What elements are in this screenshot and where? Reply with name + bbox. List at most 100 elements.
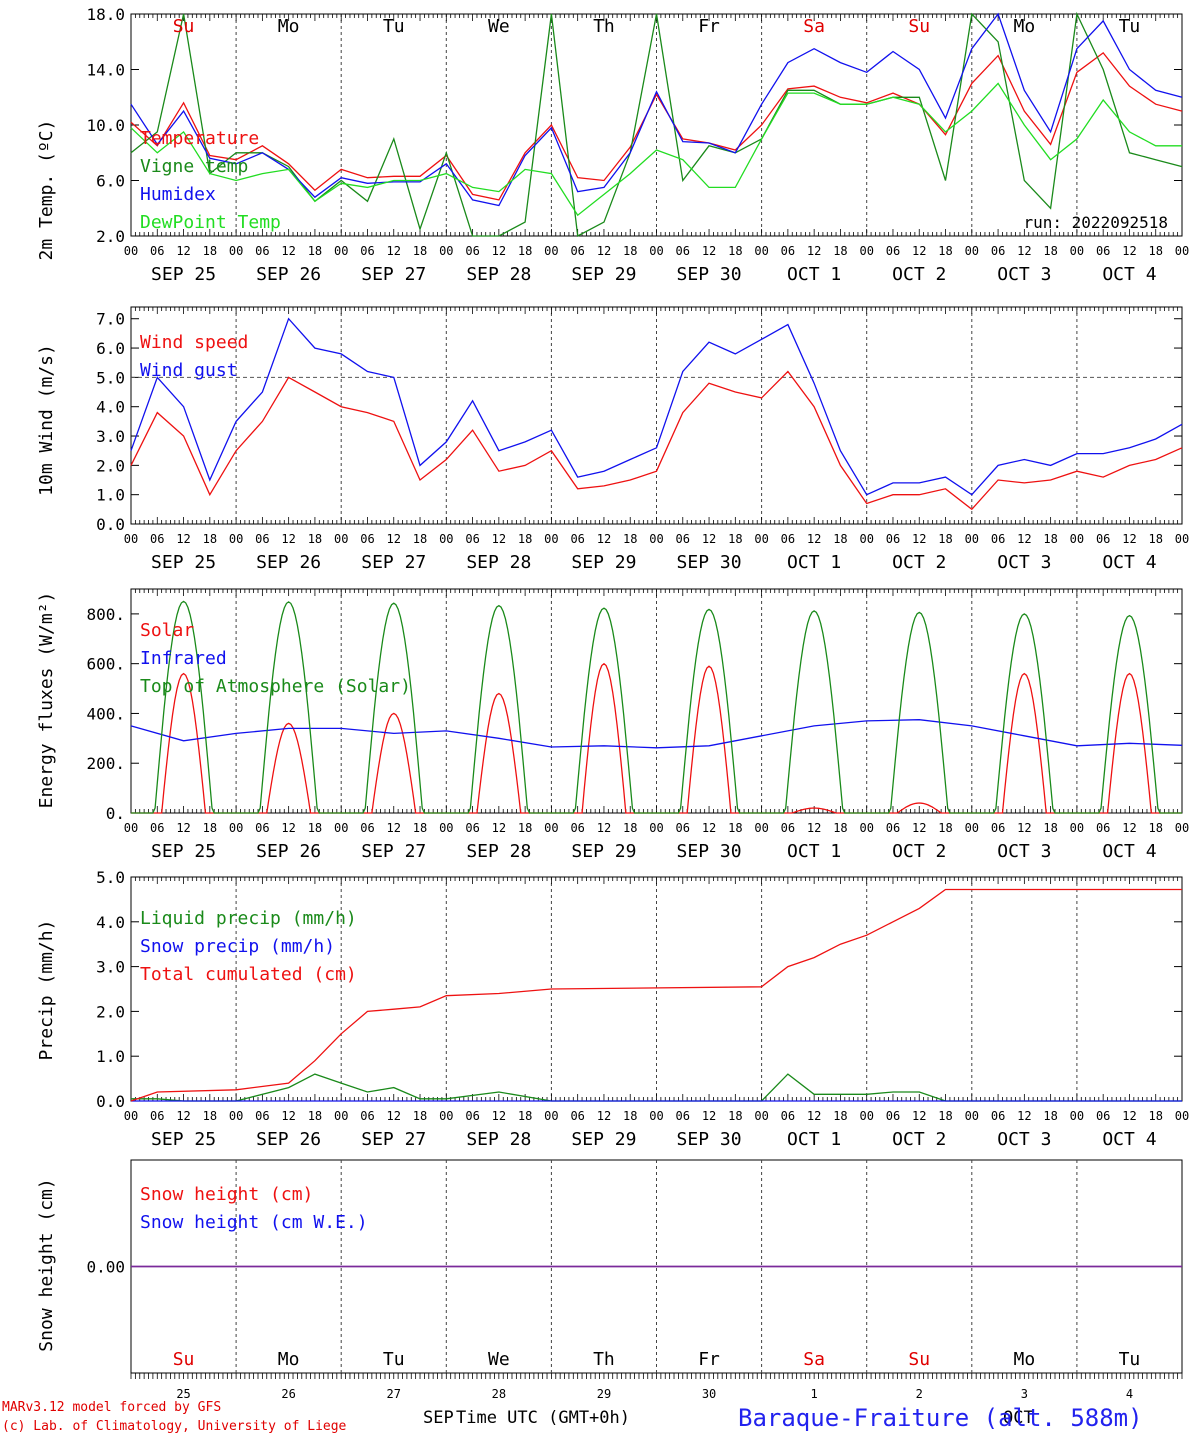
y-tick-label: 4.0	[96, 913, 125, 932]
x-hour-label: 12	[702, 244, 716, 258]
x-hour-label: 12	[281, 821, 295, 835]
legend-entry: Wind speed	[140, 332, 248, 353]
x-hour-label: 06	[676, 244, 690, 258]
x-hour-label: 12	[492, 532, 506, 546]
x-hour-label: 12	[492, 1109, 506, 1123]
x-hour-label: 00	[649, 532, 663, 546]
x-hour-label: 06	[676, 1109, 690, 1123]
x-hour-label: 12	[912, 821, 926, 835]
x-hour-label: 12	[387, 244, 401, 258]
x-date-label: SEP 29	[571, 552, 636, 573]
x-hour-label: 18	[518, 244, 532, 258]
x-date-label: SEP 29	[571, 1129, 636, 1150]
series-temperature	[130, 52, 1183, 201]
x-hour-label: 12	[702, 1109, 716, 1123]
x-date-label: SEP 26	[256, 841, 321, 862]
x-hour-label: 00	[1175, 1109, 1189, 1123]
x-hour-label: 06	[886, 1109, 900, 1123]
x-hour-label: 18	[518, 821, 532, 835]
day-name-label: We	[488, 16, 510, 37]
x-hour-label: 06	[465, 532, 479, 546]
x-hour-label: 12	[912, 1109, 926, 1123]
x-date-label: SEP 25	[151, 552, 216, 573]
x-hour-label: 12	[492, 821, 506, 835]
y-tick-label: 2.0	[96, 456, 125, 475]
x-date-label: OCT 4	[1102, 1129, 1156, 1150]
x-hour-label: 06	[570, 821, 584, 835]
y-tick-label: 14.0	[86, 61, 125, 80]
y-axis-label: 10m Wind (m/s)	[36, 344, 57, 496]
panel-5	[130, 1159, 1183, 1379]
x-hour-label: 06	[360, 532, 374, 546]
x-hour-label: 00	[649, 1109, 663, 1123]
credit-lab: (c) Lab. of Climatology, University of L…	[2, 1419, 347, 1434]
y-tick-label: 400.	[86, 704, 125, 723]
x-hour-label: 00	[124, 821, 138, 835]
x-hour-label: 06	[991, 244, 1005, 258]
x-hour-label: 00	[965, 1109, 979, 1123]
x-hour-label: 12	[1017, 532, 1031, 546]
x-date-label: OCT 3	[997, 841, 1051, 862]
x-hour-label: 00	[965, 244, 979, 258]
x-hour-label: 18	[938, 532, 952, 546]
day-name-label: Th	[593, 16, 615, 37]
y-tick-label: 6.0	[96, 339, 125, 358]
x-hour-label: 00	[1070, 532, 1084, 546]
credit-model: MARv3.12 model forced by GFS	[2, 1400, 222, 1415]
day-name-label: Su	[908, 1349, 930, 1370]
panel-3	[130, 588, 1183, 814]
y-axis-label: Precip (mm/h)	[36, 920, 57, 1061]
x-hour-label: 06	[360, 1109, 374, 1123]
y-tick-label: 0.00	[86, 1258, 125, 1277]
series-top-of-atmosphere-solar	[131, 600, 1182, 814]
x-date-label: SEP 28	[466, 264, 531, 285]
y-tick-label: 5.0	[96, 368, 125, 387]
x-hour-label: 00	[439, 1109, 453, 1123]
x-date-label: OCT 2	[892, 264, 946, 285]
y-tick-label: 0.	[106, 804, 125, 823]
x-hour-label: 06	[255, 821, 269, 835]
x-hour-label: 06	[465, 821, 479, 835]
legend-entry: Total cumulated (cm)	[140, 964, 357, 985]
x-hour-label: 18	[623, 1109, 637, 1123]
x-hour-label: 00	[544, 1109, 558, 1123]
x-hour-label: 12	[597, 244, 611, 258]
x-date-label: OCT 3	[997, 1129, 1051, 1150]
x-hour-label: 00	[439, 244, 453, 258]
day-name-label: Tu	[383, 16, 405, 37]
x-hour-label: 18	[413, 1109, 427, 1123]
x-date-label: SEP 28	[466, 1129, 531, 1150]
x-hour-label: 06	[886, 244, 900, 258]
day-number-label: 30	[702, 1387, 716, 1401]
day-number-label: 27	[387, 1387, 401, 1401]
x-hour-label: 00	[965, 532, 979, 546]
x-date-label: OCT 2	[892, 552, 946, 573]
x-hour-label: 12	[1122, 1109, 1136, 1123]
x-date-label: SEP 25	[151, 841, 216, 862]
x-hour-label: 18	[203, 244, 217, 258]
y-tick-label: 2.0	[96, 1002, 125, 1021]
x-hour-label: 00	[334, 532, 348, 546]
y-tick-label: 4.0	[96, 398, 125, 417]
day-name-label: Sa	[803, 16, 825, 37]
x-hour-label: 18	[518, 532, 532, 546]
x-hour-label: 06	[150, 244, 164, 258]
y-tick-label: 0.0	[96, 1092, 125, 1111]
x-hour-label: 18	[1148, 244, 1162, 258]
x-hour-label: 06	[465, 1109, 479, 1123]
x-hour-label: 06	[255, 532, 269, 546]
x-hour-label: 12	[1017, 244, 1031, 258]
x-hour-label: 00	[859, 244, 873, 258]
x-hour-label: 12	[807, 244, 821, 258]
x-hour-label: 18	[413, 821, 427, 835]
day-name-label: Su	[173, 1349, 195, 1370]
x-hour-label: 18	[728, 532, 742, 546]
x-hour-label: 12	[702, 821, 716, 835]
x-hour-label: 06	[360, 821, 374, 835]
x-date-label: SEP 27	[361, 1129, 426, 1150]
x-hour-label: 00	[649, 821, 663, 835]
x-hour-label: 12	[387, 821, 401, 835]
x-hour-label: 12	[1017, 821, 1031, 835]
x-date-label: SEP 27	[361, 552, 426, 573]
x-hour-label: 12	[492, 244, 506, 258]
